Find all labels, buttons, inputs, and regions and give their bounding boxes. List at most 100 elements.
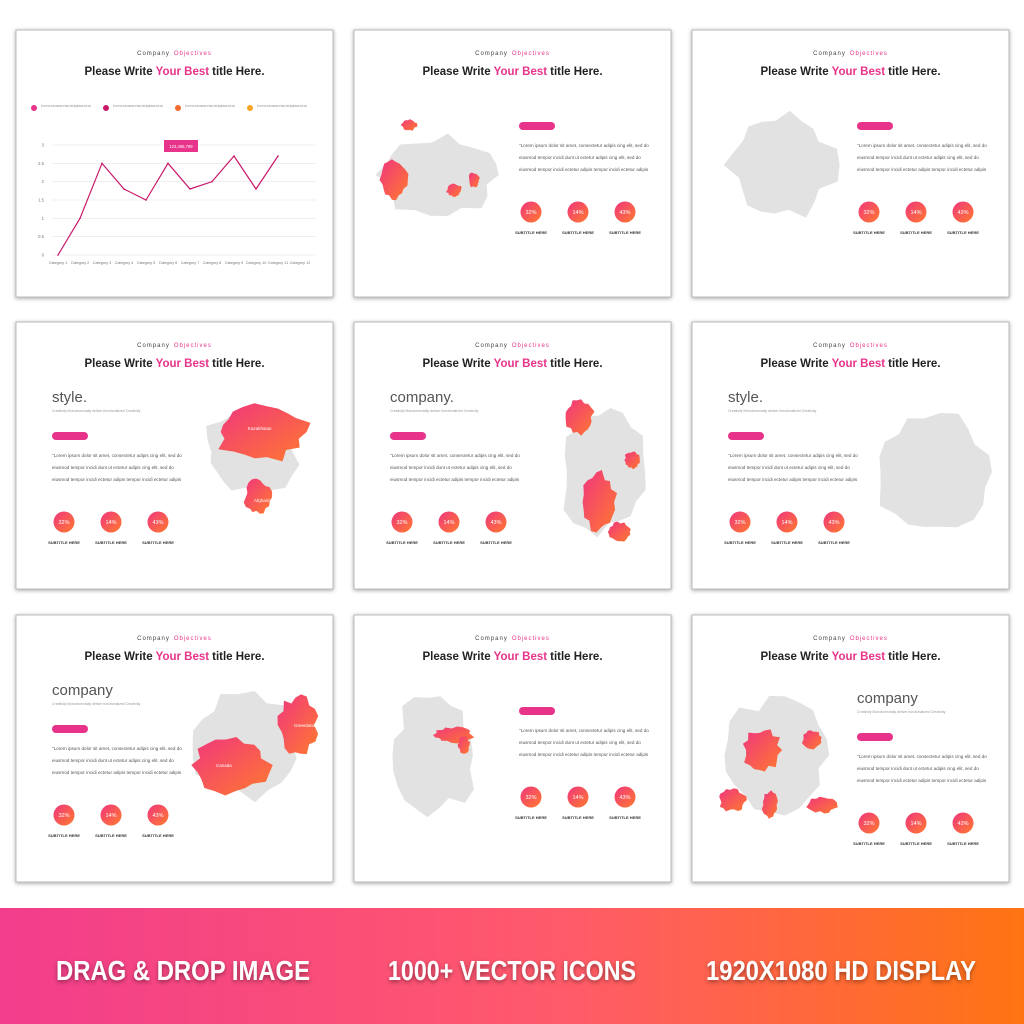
annotation-box	[164, 140, 198, 152]
map-highlight	[400, 119, 418, 131]
button-pill	[52, 432, 88, 440]
body-line: eiusmod tempor incidi ectetur adipis tem…	[857, 167, 987, 172]
slide: Company Objectives Please Write Your Best ti…	[353, 29, 672, 298]
kicker-word: Company	[813, 51, 846, 57]
slide-title: Please Write Your Best title Here.	[422, 358, 602, 370]
map-highlight	[457, 735, 471, 754]
stat-value: 14%	[572, 795, 583, 801]
annotation: 123,456,789	[169, 144, 193, 149]
slide: Company Objectives Please Write Your Best ti…	[15, 29, 334, 298]
map-highlight	[218, 403, 311, 462]
stat-subtitle: SUBTITLE HERE	[515, 230, 547, 235]
stat-value: 14%	[443, 520, 454, 526]
title-part: Please Write	[84, 358, 152, 370]
data-point	[255, 188, 257, 190]
slide: Company Objectives Please Write Your Best ti…	[15, 321, 334, 590]
stat-circle	[952, 201, 974, 223]
kicker-word: Company	[137, 343, 170, 349]
stat-circle	[100, 511, 122, 533]
body-line: eiusmod tempor incidi dunt ut ectetur ad…	[519, 740, 641, 745]
map-label: Canada	[216, 763, 232, 768]
legend-line: At vero eos et accusamus et iusto odio d…	[41, 104, 91, 108]
data-point	[211, 180, 213, 183]
body-line: eiusmod tempor incidi ectetur adipis tem…	[728, 477, 858, 482]
kicker-word: Objectives	[850, 343, 888, 349]
kicker-word: Company	[137, 636, 170, 642]
body-line: "Lorem ipsum dolor sit amet, consectetur…	[519, 143, 649, 148]
slide-tagline: Creativity Monotonectally deliver functi…	[52, 409, 141, 413]
stat-value: 14%	[781, 520, 792, 526]
body-line: eiusmod tempor incidi dunt ut ectetur ad…	[52, 465, 174, 470]
data-point	[123, 188, 125, 190]
map-land	[723, 110, 840, 218]
y-tick-label: 0	[42, 253, 45, 258]
title-part: Please Write	[760, 651, 828, 663]
slide-kicker: Company Objectives	[475, 51, 550, 57]
map-highlight	[582, 470, 618, 533]
slide: Company Objectives Please Write Your Best ti…	[691, 614, 1010, 883]
stat-subtitle: SUBTITLE HERE	[562, 815, 594, 820]
data-point	[233, 155, 235, 157]
title-part: Please Write	[760, 358, 828, 370]
title-part: Your Best	[156, 358, 210, 370]
legend-text: At vero eos et accusamus et iusto odio d…	[257, 104, 307, 108]
map-land	[375, 133, 499, 217]
title-part: title Here.	[212, 358, 264, 370]
kicker-word: Objectives	[850, 51, 888, 57]
data-point	[189, 188, 191, 190]
stat-value: 32%	[525, 795, 536, 801]
slide: Company Objectives Please Write Your Best ti…	[691, 321, 1010, 590]
x-tick-label: Category 9	[225, 261, 244, 265]
slide-kicker: Company Objectives	[813, 343, 888, 349]
data-point	[101, 162, 103, 165]
slide: Company Objectives Please Write Your Best ti…	[691, 29, 1010, 298]
title-part: Please Write	[84, 66, 152, 78]
title-part: title Here.	[212, 66, 264, 78]
body-line: eiusmod tempor incidi ectetur adipis tem…	[519, 167, 649, 172]
button-pill	[857, 733, 893, 741]
map-highlight	[277, 694, 319, 755]
y-tick-label: 0.5	[38, 234, 44, 239]
stat-subtitle: SUBTITLE HERE	[853, 841, 885, 846]
x-tick-label: Category 3	[93, 261, 112, 265]
stat-subtitle: SUBTITLE HERE	[433, 540, 465, 545]
slide-kicker: Company Objectives	[137, 343, 212, 349]
stat-value: 32%	[58, 813, 69, 819]
kicker-word: Objectives	[512, 343, 550, 349]
slide-title: Please Write Your Best title Here.	[422, 651, 602, 663]
legend-line: At vero eos et accusamus et iusto odio d…	[185, 104, 235, 108]
stat-circle	[391, 511, 413, 533]
stat-circle	[823, 511, 845, 533]
stat-circle	[520, 201, 542, 223]
map-highlight	[468, 172, 480, 188]
title-part: title Here.	[550, 66, 602, 78]
body-line: "Lorem ipsum dolor sit amet, consectetur…	[857, 143, 987, 148]
slide-heading: style.	[728, 389, 763, 406]
stat-value: 14%	[105, 813, 116, 819]
data-point	[167, 162, 169, 165]
map-label: Kazakhstan	[248, 426, 272, 431]
map-highlight	[191, 737, 273, 796]
title-part: title Here.	[888, 66, 940, 78]
stat-value: 32%	[863, 821, 874, 827]
map-highlight	[719, 788, 747, 812]
body-line: eiusmod tempor incidi ectetur adipis tem…	[390, 477, 520, 482]
map-highlight	[624, 451, 640, 470]
stat-value: 43%	[490, 520, 501, 526]
button-pill	[857, 122, 893, 130]
stat-circle	[567, 786, 589, 808]
map-highlight	[243, 478, 273, 514]
slide-kicker: Company Objectives	[137, 51, 212, 57]
stat-value: 43%	[828, 520, 839, 526]
stat-circle	[776, 511, 798, 533]
title-part: title Here.	[550, 358, 602, 370]
stat-subtitle: SUBTITLE HERE	[48, 833, 80, 838]
button-pill	[52, 725, 88, 733]
stat-subtitle: SUBTITLE HERE	[95, 540, 127, 545]
stat-circle	[858, 812, 880, 834]
stat-value: 32%	[58, 520, 69, 526]
kicker-word: Company	[475, 51, 508, 57]
slide-kicker: Company Objectives	[475, 343, 550, 349]
x-tick-label: Category 4	[115, 261, 134, 265]
kicker-word: Objectives	[850, 636, 888, 642]
